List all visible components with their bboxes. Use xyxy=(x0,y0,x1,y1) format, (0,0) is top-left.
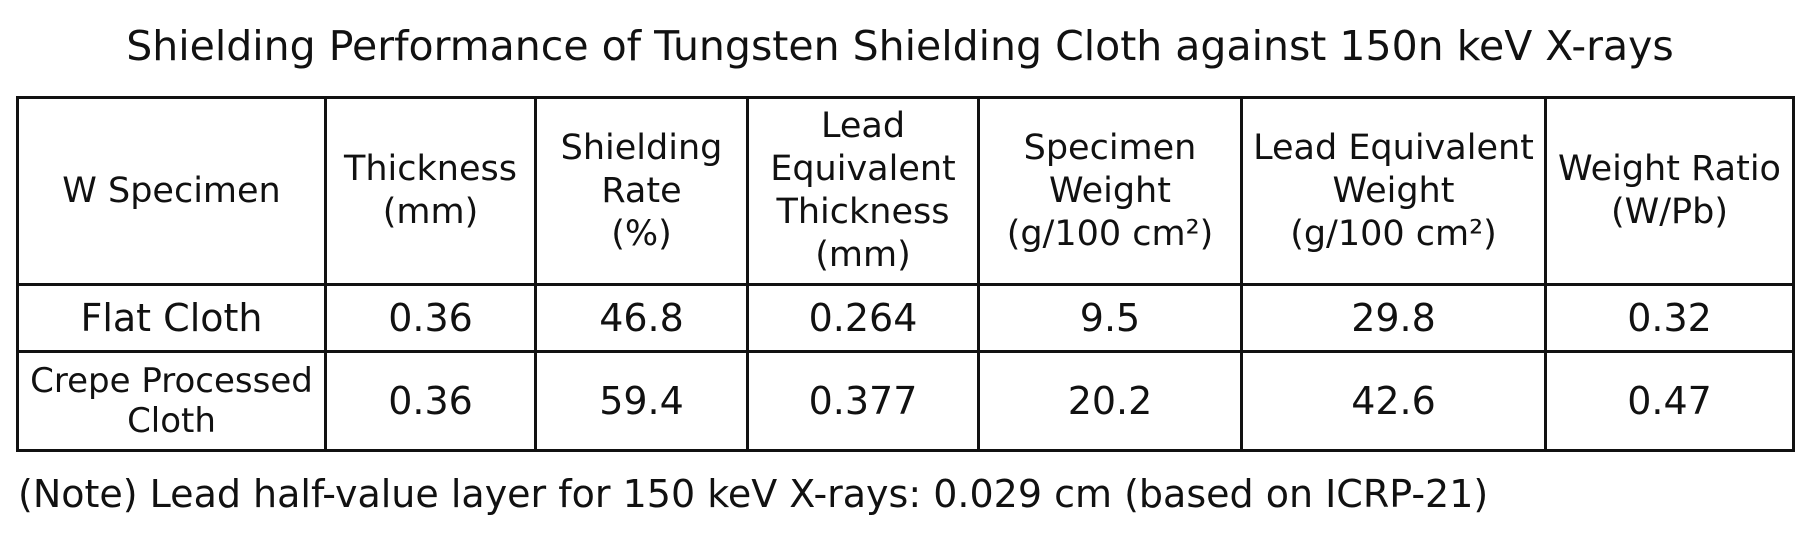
header-line: (%) xyxy=(611,213,672,254)
header-line: Weight xyxy=(1332,170,1455,211)
header-line: Lead Equivalent xyxy=(1253,127,1534,168)
header-line: Thickness xyxy=(776,192,950,232)
header-cell: Lead Equivalent Weight (g/100 cm²) xyxy=(1240,96,1547,286)
header-line: (mm) xyxy=(815,235,911,275)
data-cell: 0.36 xyxy=(324,350,537,452)
data-cell: 0.47 xyxy=(1544,350,1795,452)
header-cell: Lead Equivalent Thickness (mm) xyxy=(746,96,980,286)
data-row: Flat Cloth 0.36 46.8 0.264 9.5 29.8 0.32 xyxy=(16,283,1795,353)
header-line: (mm) xyxy=(382,192,479,232)
note: (Note) Lead half-value layer for 150 keV… xyxy=(18,472,1489,516)
header-cell: Shielding Rate (%) xyxy=(534,96,749,286)
header-line: Weight xyxy=(1049,170,1171,211)
data-row: Crepe Processed Cloth 0.36 59.4 0.377 20.2 42… xyxy=(16,350,1795,452)
data-cell: 20.2 xyxy=(977,350,1243,452)
data-cell: 0.377 xyxy=(746,350,980,452)
title: Shielding Performance of Tungsten Shield… xyxy=(126,22,1674,70)
data-cell: 59.4 xyxy=(534,350,749,452)
header-line: Specimen xyxy=(1023,127,1197,168)
header-line: (g/100 cm²) xyxy=(1290,213,1497,254)
header-line: (W/Pb) xyxy=(1610,192,1729,232)
header-line: Rate xyxy=(601,170,682,211)
data-cell: 0.36 xyxy=(324,283,537,353)
data-cell: 46.8 xyxy=(534,283,749,353)
header-line: Shielding xyxy=(560,127,723,168)
header-line: (g/100 cm²) xyxy=(1006,213,1214,254)
header-cell: Thickness (mm) xyxy=(324,96,537,286)
header-cell: Specimen Weight (g/100 cm²) xyxy=(977,96,1243,286)
table: W Specimen Thickness (mm) Shielding Rate (%) L… xyxy=(16,96,1795,452)
data-cell: 0.264 xyxy=(746,283,980,353)
row-label: Crepe Processed Cloth xyxy=(16,350,327,452)
row-label: Flat Cloth xyxy=(16,283,327,353)
header-cell: W Specimen xyxy=(16,96,327,286)
header-cell: Weight Ratio (W/Pb) xyxy=(1544,96,1795,286)
header-line: Equivalent xyxy=(770,149,956,189)
data-cell: 0.32 xyxy=(1544,283,1795,353)
data-cell: 29.8 xyxy=(1240,283,1547,353)
data-cell: 9.5 xyxy=(977,283,1243,353)
header-row: W Specimen Thickness (mm) Shielding Rate (%) L… xyxy=(16,96,1795,286)
header-line: W Specimen xyxy=(62,170,281,211)
header-line: Lead xyxy=(820,106,906,146)
header-line: Thickness xyxy=(344,149,517,189)
header-line: Weight Ratio xyxy=(1558,149,1781,189)
data-cell: 42.6 xyxy=(1240,350,1547,452)
